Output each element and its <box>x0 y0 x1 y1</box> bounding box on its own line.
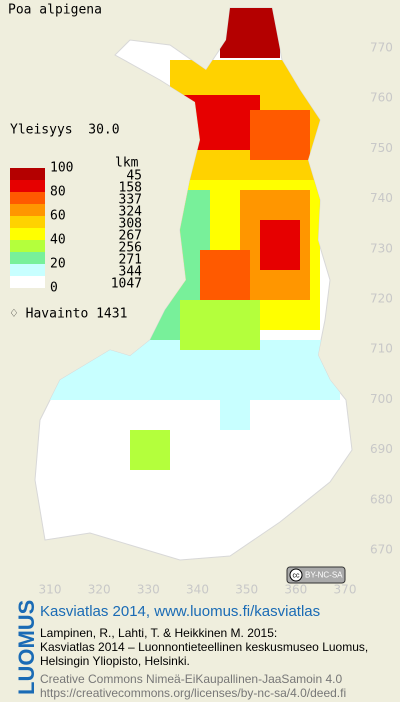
species-title: Poa alpigena <box>8 3 102 18</box>
x-tick-label: 330 <box>137 583 160 597</box>
x-tick-label: 350 <box>235 583 258 597</box>
footer-heading: Kasviatlas 2014, www.luomus.fi/kasviatla… <box>40 603 320 620</box>
legend-count: 337 <box>119 193 142 208</box>
x-tick-label: 370 <box>334 583 357 597</box>
legend-swatch <box>10 240 45 252</box>
legend-label: 80 <box>50 185 66 200</box>
legend-count: 256 <box>119 241 142 256</box>
brand: LUOMUS <box>14 600 39 695</box>
legend-swatch <box>10 192 45 204</box>
finland-map <box>34 7 353 561</box>
legend-label: 20 <box>50 257 66 272</box>
citation-line: Lampinen, R., Lahti, T. & Heikkinen M. 2… <box>40 626 277 640</box>
y-tick-label: 740 <box>370 191 393 205</box>
citation-line: Helsingin Yliopisto, Helsinki. <box>40 654 190 668</box>
x-tick-label: 310 <box>39 583 62 597</box>
y-tick-label: 700 <box>370 392 393 406</box>
citation-line: Kasviatlas 2014 – Luonnontieteellinen ke… <box>40 640 368 654</box>
license-line: https://creativecommons.org/licenses/by-… <box>40 686 346 700</box>
y-tick-label: 710 <box>370 342 393 356</box>
legend-count: 324 <box>119 205 143 220</box>
legend-count: 1047 <box>111 277 142 292</box>
legend-count: 158 <box>119 181 142 196</box>
legend-label: 40 <box>50 233 66 248</box>
cc-badge: cc BY-NC-SA <box>286 566 346 584</box>
x-tick-label: 360 <box>284 583 307 597</box>
observations: ♢ Havainto 1431 <box>10 307 127 322</box>
legend-count: 271 <box>119 253 142 268</box>
legend-swatch <box>10 204 45 216</box>
y-tick-label: 730 <box>370 241 393 255</box>
legend-swatch <box>10 180 45 192</box>
y-tick-label: 680 <box>370 492 393 506</box>
frequency: Yleisyys 30.0 <box>10 123 120 138</box>
y-tick-label: 760 <box>370 91 393 105</box>
x-tick-label: 340 <box>186 583 209 597</box>
license-badge: BY-NC-SA <box>305 571 343 580</box>
y-tick-label: 750 <box>370 141 393 155</box>
legend-swatch <box>10 276 45 288</box>
grid-cells <box>40 8 340 470</box>
legend-count: 308 <box>119 217 142 232</box>
y-tick-label: 670 <box>370 543 393 557</box>
legend-count: 267 <box>119 229 142 244</box>
legend-swatch <box>10 168 45 180</box>
legend-swatch <box>10 252 45 264</box>
license-line: Creative Commons Nimeä-EiKaupallinen-Jaa… <box>40 672 342 686</box>
legend-label: 60 <box>50 209 66 224</box>
legend-swatch <box>10 264 45 276</box>
svg-text:cc: cc <box>293 572 301 579</box>
y-tick-label: 720 <box>370 292 393 306</box>
x-tick-label: 320 <box>88 583 111 597</box>
legend-swatch <box>10 216 45 228</box>
legend-swatch <box>10 228 45 240</box>
legend-count: 45 <box>126 169 142 184</box>
count-header: lkm <box>115 156 139 171</box>
legend-count: 344 <box>119 265 143 280</box>
legend-label: 100 <box>50 161 73 176</box>
legend-label: 0 <box>50 281 58 296</box>
y-tick-label: 690 <box>370 442 393 456</box>
y-tick-label: 770 <box>370 41 393 55</box>
